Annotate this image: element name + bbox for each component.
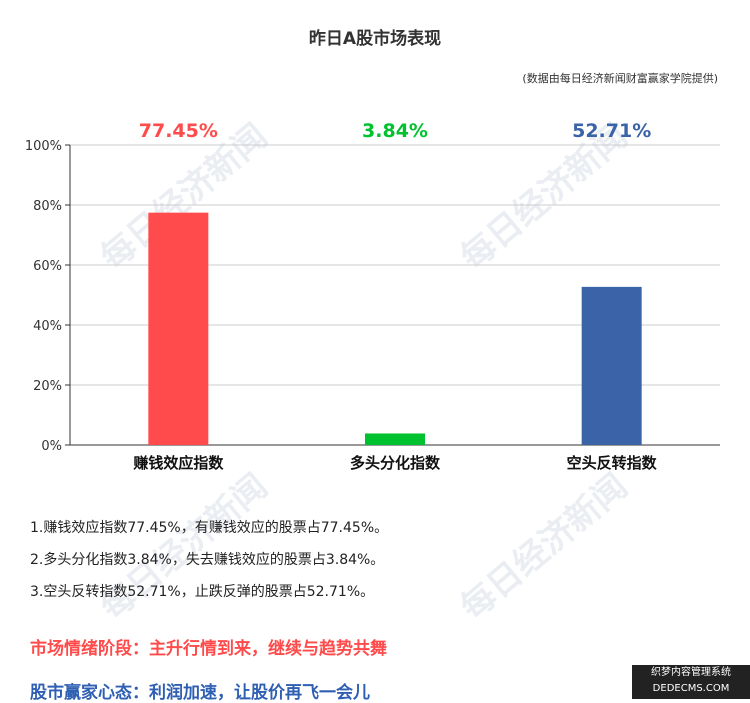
y-tick-label: 0% [41,439,62,454]
corner-badge: 织梦内容管理系统 DEDECMS.COM [632,665,750,699]
investor-mood: 股市赢家心态：利润加速，让股价再飞一会儿 [30,683,370,703]
data-label: 77.45% [139,120,218,142]
chart-title: 昨日A股市场表现 [308,29,442,49]
bar [581,286,642,445]
bar [365,433,425,445]
y-tick-label: 80% [33,199,62,214]
bar [148,212,209,445]
corner-badge-line1: 织梦内容管理系统 [651,667,731,678]
market-stage: 市场情绪阶段：主升行情到来，继续与趋势共舞 [30,639,387,659]
y-tick-label: 100% [25,139,62,154]
data-source-note: (数据由每日经济新闻财富赢家学院提供) [522,72,718,85]
data-label: 3.84% [362,120,428,142]
x-tick-label: 空头反转指数 [567,454,658,472]
note-item: 2.多头分化指数3.84%，失去赚钱效应的股票占3.84%。 [30,552,385,568]
y-tick-label: 60% [33,259,62,274]
corner-badge-line2: DEDECMS.COM [652,683,730,694]
data-label: 52.71% [572,120,651,142]
x-tick-label: 多头分化指数 [350,454,441,472]
note-item: 1.赚钱效应指数77.45%，有赚钱效应的股票占77.45%。 [30,520,389,536]
watermark: 每日经济新闻 [453,466,636,629]
notes-list: 1.赚钱效应指数77.45%，有赚钱效应的股票占77.45%。 2.多头分化指数… [30,512,388,608]
x-tick-label: 赚钱效应指数 [132,454,224,472]
bar-chart: 0% 20% 40% 60% 80% 100% 赚钱效应指数 77.45% 多头分化指数 3.84… [25,120,720,472]
note-item: 3.空头反转指数52.71%，止跌反弹的股票占52.71%。 [30,584,375,600]
y-tick-label: 20% [33,379,62,394]
y-tick-label: 40% [33,319,62,334]
